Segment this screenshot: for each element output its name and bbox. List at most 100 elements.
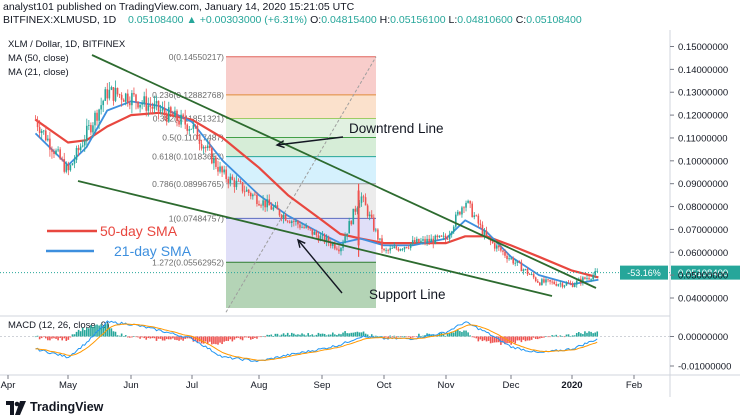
candle-body [100,105,102,110]
macd-histogram-bar [272,336,275,337]
x-tick-label: Jul [186,380,198,391]
sma21-annotation: 21-day SMA [114,243,192,259]
candle-body [327,237,330,243]
macd-histogram-bar [88,328,90,337]
candle-body [340,248,342,252]
candle-body [206,145,209,149]
candle-body [77,147,80,151]
macd-histogram-bar [286,332,289,337]
candle-body [108,89,111,99]
macd-histogram-bar [340,334,342,337]
candle-body [249,193,252,197]
candle-body [200,143,203,149]
candle-body [254,194,256,196]
macd-histogram-bar [446,333,449,337]
candle-body [51,149,53,152]
macd-histogram-bar [67,336,70,340]
macd-histogram-bar [485,336,488,342]
candle-body [44,130,47,141]
candle-body [176,110,178,122]
macd-histogram-bar [403,336,406,337]
x-tick-label: Aug [251,380,268,391]
candle-body [229,176,232,184]
candle-body [426,238,428,243]
candle-body [280,215,283,219]
candle-body [57,149,59,151]
macd-histogram-bar [194,336,197,342]
candle-body [112,87,115,101]
candle-body [504,251,506,256]
candle-body [575,280,578,285]
macd-histogram-bar [237,336,240,338]
candle-body [592,275,594,280]
macd-histogram-bar [432,334,435,337]
macd-histogram-bar [418,333,420,337]
candle-body [301,226,303,228]
macd-histogram-bar [155,336,158,341]
tradingview-brand[interactable]: TradingView [30,400,104,414]
macd-histogram-bar [524,336,527,342]
macd-histogram-bar [176,336,178,341]
macd-histogram-bar [182,336,184,341]
candle-body [448,234,451,240]
tradingview-logo-icon[interactable] [6,401,26,415]
candle-body [161,108,164,111]
candle-body [506,255,508,260]
macd-histogram-bar [129,336,131,338]
macd-histogram-bar [100,324,102,337]
macd-histogram-bar [502,336,504,343]
macd-histogram-bar [297,334,299,337]
x-tick-label: Oct [377,380,392,391]
candle-body [36,119,39,128]
fib-level-label: 0(0.14550217) [169,52,224,62]
signal-line [35,323,598,361]
fib-zone [226,137,376,157]
macd-histogram-bar [258,336,260,338]
candle-body [573,284,576,287]
candle-body [192,124,195,129]
candle-body [198,139,201,144]
macd-histogram-bar [317,332,320,337]
macd-histogram-bar [200,336,203,344]
macd-histogram-bar [454,330,457,337]
macd-histogram-bar [85,327,88,337]
macd-line [35,320,598,363]
macd-histogram-bar [522,336,525,340]
candle-body [272,207,275,210]
candle-body [364,197,367,206]
candle-body [266,199,268,208]
candle-body [430,238,432,242]
candle-body [323,234,326,243]
candle-body [131,93,133,106]
support-arrow-head [296,238,306,248]
candle-body [258,203,260,206]
macd-histogram-bar [551,335,553,337]
candle-body [184,116,186,125]
macd-histogram-bar [264,336,266,338]
candle-body [282,214,285,219]
macd-histogram-bar [352,332,355,337]
candle-body [344,236,346,243]
macd-histogram-bar [350,332,353,337]
candle-body [178,121,180,125]
macd-histogram-bar [172,336,174,339]
macd-histogram-bar [393,335,396,337]
ma50-legend: MA (50, close) [8,53,69,64]
candle-body [338,249,340,252]
candle-body [81,145,84,147]
candle-body [418,238,420,243]
macd-histogram-bar [559,335,562,337]
candle-body [73,159,76,164]
candle-body [202,146,205,149]
macd-histogram-bar [338,333,340,337]
candle-body [239,181,242,183]
y-tick-label: 0.05000000 [678,271,728,282]
macd-histogram-bar [391,336,394,338]
macd-histogram-bar [114,331,117,337]
macd-histogram-bar [469,335,471,337]
macd-histogram-bar [329,334,332,337]
y-tick-label: 0.09000000 [678,179,728,190]
macd-histogram-bar [586,332,588,337]
symbol-ohlc-line: BITFINEX:XLMUSD, 1D 0.05108400 ▲ +0.0030… [3,14,582,26]
